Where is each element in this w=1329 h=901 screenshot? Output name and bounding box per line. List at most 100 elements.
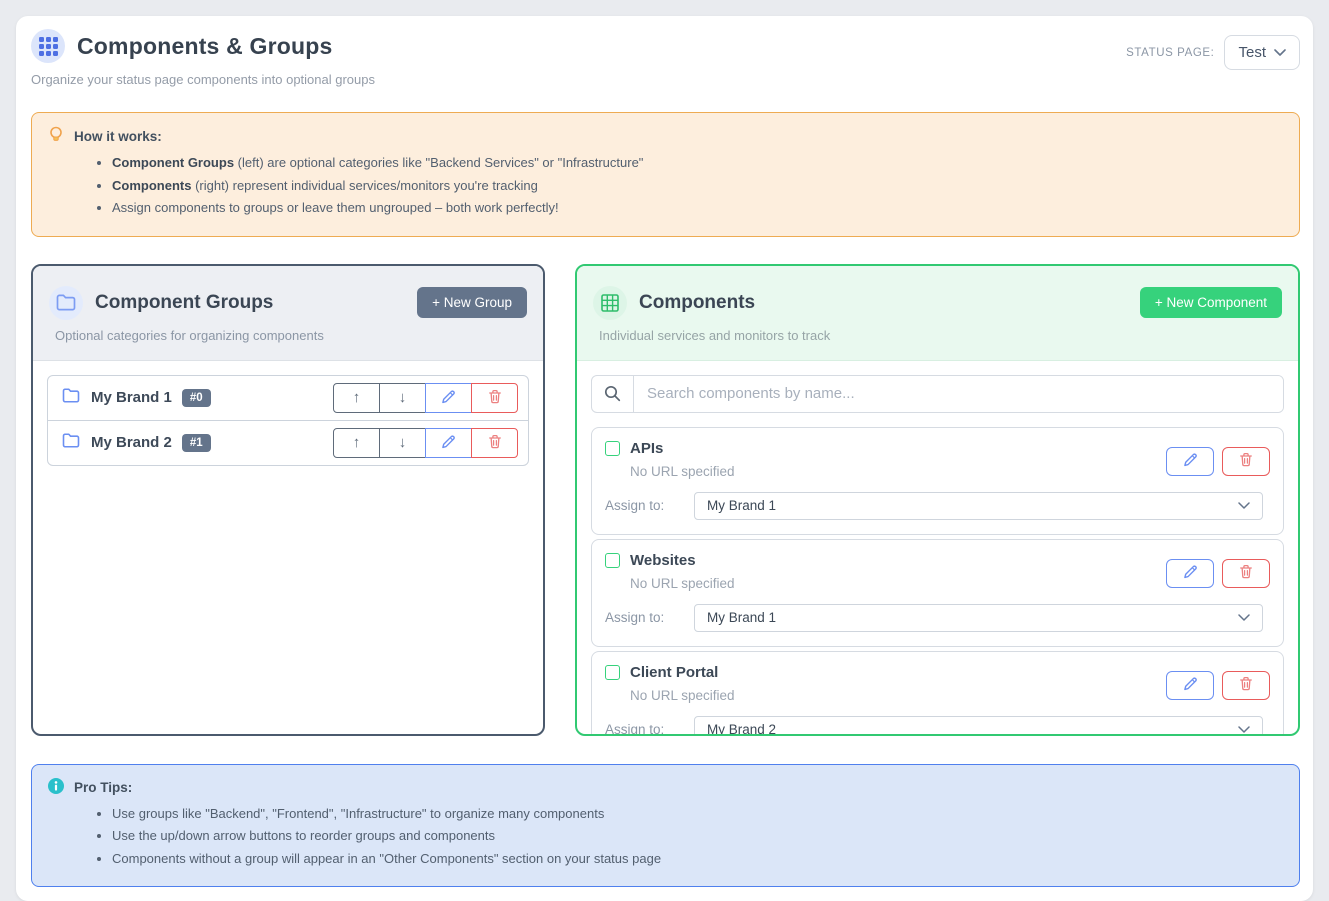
lightbulb-icon bbox=[48, 126, 64, 146]
components-panel-subtitle: Individual services and monitors to trac… bbox=[599, 327, 831, 343]
chevron-down-icon bbox=[1238, 498, 1250, 513]
move-up-button[interactable]: ↑ bbox=[333, 427, 380, 458]
delete-group-button[interactable] bbox=[471, 382, 518, 413]
how-it-works-item: Components (right) represent individual … bbox=[112, 177, 1283, 195]
move-up-button[interactable]: ↑ bbox=[333, 382, 380, 413]
groups-list: My Brand 1 #0 ↑ ↓ bbox=[33, 361, 543, 480]
component-name: APIs bbox=[630, 439, 664, 457]
page-subtitle: Organize your status page components int… bbox=[31, 72, 375, 87]
up-arrow-icon: ↑ bbox=[352, 389, 361, 407]
assign-to-label: Assign to: bbox=[605, 722, 665, 736]
component-checkbox[interactable] bbox=[605, 440, 620, 456]
chevron-down-icon bbox=[1238, 610, 1250, 625]
group-order-badge: #1 bbox=[181, 433, 211, 452]
component-url: No URL specified bbox=[630, 575, 735, 591]
group-row: My Brand 2 #1 ↑ ↓ bbox=[47, 419, 529, 466]
groups-panel: Component Groups + New Group Optional ca… bbox=[31, 263, 545, 736]
down-arrow-icon: ↓ bbox=[398, 434, 407, 452]
component-url: No URL specified bbox=[630, 687, 735, 703]
assign-group-select[interactable]: My Brand 2 bbox=[694, 715, 1263, 736]
assign-to-label: Assign to: bbox=[605, 498, 665, 514]
component-checkbox[interactable] bbox=[605, 552, 620, 568]
chevron-down-icon bbox=[1238, 722, 1250, 734]
move-down-button[interactable]: ↓ bbox=[379, 427, 426, 458]
trash-icon bbox=[1239, 452, 1253, 470]
new-component-button[interactable]: + New Component bbox=[1139, 287, 1282, 319]
edit-component-button[interactable] bbox=[1166, 558, 1214, 588]
delete-component-button[interactable] bbox=[1222, 446, 1270, 476]
trash-icon bbox=[1239, 676, 1253, 694]
table-grid-icon bbox=[593, 285, 627, 320]
groups-panel-header: Component Groups + New Group Optional ca… bbox=[33, 265, 543, 361]
status-page-select[interactable]: Test bbox=[1224, 35, 1300, 70]
pencil-icon bbox=[1183, 452, 1198, 470]
assign-group-select[interactable]: My Brand 1 bbox=[694, 603, 1263, 632]
assign-group-select[interactable]: My Brand 1 bbox=[694, 491, 1263, 520]
delete-component-button[interactable] bbox=[1222, 670, 1270, 700]
page-header: Components & Groups Organize your status… bbox=[31, 29, 1300, 87]
how-it-works-item: Assign components to groups or leave the… bbox=[112, 199, 1283, 217]
delete-component-button[interactable] bbox=[1222, 558, 1270, 588]
assigned-group-value: My Brand 2 bbox=[707, 722, 777, 736]
groups-panel-subtitle: Optional categories for organizing compo… bbox=[55, 327, 324, 343]
info-icon bbox=[48, 777, 64, 797]
component-card: APIs No URL specified bbox=[591, 426, 1284, 535]
assign-to-label: Assign to: bbox=[605, 610, 665, 626]
how-it-works-title: How it works: bbox=[74, 128, 162, 144]
pencil-icon bbox=[441, 389, 456, 407]
group-order-badge: #0 bbox=[181, 388, 211, 407]
component-search bbox=[591, 374, 1284, 413]
group-row: My Brand 1 #0 ↑ ↓ bbox=[47, 374, 529, 421]
assigned-group-value: My Brand 1 bbox=[707, 610, 777, 626]
how-it-works-box: How it works: Component Groups (left) ar… bbox=[31, 112, 1300, 237]
folder-icon bbox=[49, 285, 83, 320]
assigned-group-value: My Brand 1 bbox=[707, 498, 777, 514]
pro-tip-item: Use the up/down arrow buttons to reorder… bbox=[112, 827, 1283, 845]
status-page-label: STATUS PAGE: bbox=[1126, 46, 1215, 59]
pencil-icon bbox=[441, 434, 456, 452]
pro-tip-item: Use groups like "Backend", "Frontend", "… bbox=[112, 805, 1283, 823]
components-panel-title: Components bbox=[639, 291, 756, 313]
components-grid-icon bbox=[31, 29, 65, 63]
groups-panel-title: Component Groups bbox=[95, 291, 274, 313]
component-card: Websites No URL specified bbox=[591, 538, 1284, 647]
up-arrow-icon: ↑ bbox=[352, 434, 361, 452]
group-name: My Brand 1 bbox=[91, 389, 172, 407]
pro-tips-list: Use groups like "Backend", "Frontend", "… bbox=[112, 805, 1283, 868]
group-name: My Brand 2 bbox=[91, 434, 172, 452]
new-group-button[interactable]: + New Group bbox=[417, 287, 527, 319]
delete-group-button[interactable] bbox=[471, 427, 518, 458]
pencil-icon bbox=[1183, 676, 1198, 694]
how-it-works-item: Component Groups (left) are optional cat… bbox=[112, 154, 1283, 172]
pencil-icon bbox=[1183, 564, 1198, 582]
trash-icon bbox=[1239, 564, 1253, 582]
pro-tips-box: Pro Tips: Use groups like "Backend", "Fr… bbox=[31, 763, 1300, 888]
main-card: Components & Groups Organize your status… bbox=[16, 16, 1313, 901]
status-page-value: Test bbox=[1238, 44, 1266, 61]
folder-icon bbox=[62, 388, 80, 408]
components-panel-header: Components + New Component Individual se… bbox=[577, 265, 1298, 361]
search-input[interactable] bbox=[634, 375, 1283, 412]
how-it-works-list: Component Groups (left) are optional cat… bbox=[112, 154, 1283, 217]
search-icon bbox=[592, 375, 634, 412]
component-card: Client Portal No URL specified bbox=[591, 650, 1284, 736]
pro-tips-title: Pro Tips: bbox=[74, 779, 133, 795]
trash-icon bbox=[488, 434, 502, 452]
component-name: Websites bbox=[630, 551, 696, 569]
component-checkbox[interactable] bbox=[605, 664, 620, 680]
move-down-button[interactable]: ↓ bbox=[379, 382, 426, 413]
edit-group-button[interactable] bbox=[425, 382, 472, 413]
components-panel: Components + New Component Individual se… bbox=[575, 263, 1300, 736]
folder-icon bbox=[62, 433, 80, 453]
edit-component-button[interactable] bbox=[1166, 446, 1214, 476]
component-url: No URL specified bbox=[630, 463, 735, 479]
edit-group-button[interactable] bbox=[425, 427, 472, 458]
page-title: Components & Groups bbox=[77, 32, 333, 59]
pro-tip-item: Components without a group will appear i… bbox=[112, 850, 1283, 868]
edit-component-button[interactable] bbox=[1166, 670, 1214, 700]
down-arrow-icon: ↓ bbox=[398, 389, 407, 407]
components-list: APIs No URL specified bbox=[577, 361, 1298, 736]
chevron-down-icon bbox=[1274, 44, 1286, 61]
component-name: Client Portal bbox=[630, 663, 719, 681]
trash-icon bbox=[488, 389, 502, 407]
